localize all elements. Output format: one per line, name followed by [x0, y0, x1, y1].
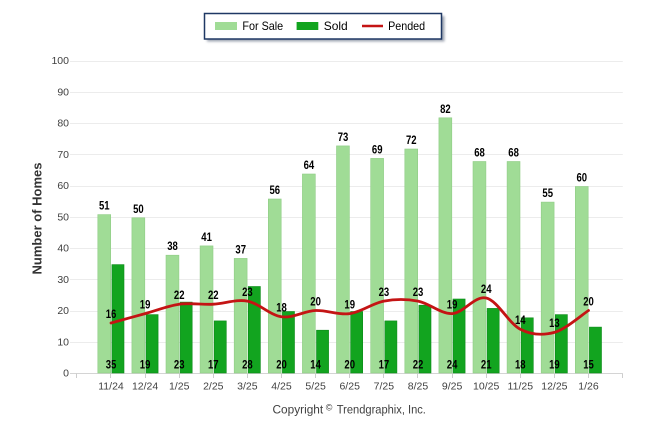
svg-text:22: 22 [413, 360, 424, 372]
svg-text:37: 37 [235, 244, 246, 256]
svg-text:68: 68 [508, 148, 519, 160]
svg-text:19: 19 [344, 299, 355, 311]
svg-text:40: 40 [57, 243, 69, 255]
svg-text:35: 35 [106, 360, 117, 372]
svg-text:60: 60 [57, 180, 69, 192]
svg-text:20: 20 [276, 360, 287, 372]
svg-text:9/25: 9/25 [442, 381, 463, 393]
svg-text:20: 20 [344, 360, 355, 372]
svg-text:23: 23 [174, 360, 185, 372]
svg-text:17: 17 [379, 360, 390, 372]
svg-text:24: 24 [481, 284, 492, 296]
svg-text:68: 68 [474, 148, 485, 160]
svg-text:22: 22 [208, 290, 219, 302]
svg-text:56: 56 [270, 185, 281, 197]
svg-text:28: 28 [242, 360, 253, 372]
svg-text:23: 23 [413, 287, 424, 299]
svg-text:24: 24 [447, 360, 458, 372]
svg-text:7/25: 7/25 [374, 381, 395, 393]
svg-text:12/25: 12/25 [541, 381, 567, 393]
svg-text:Trendgraphix, Inc.: Trendgraphix, Inc. [337, 402, 426, 416]
svg-text:80: 80 [57, 118, 69, 130]
svg-text:23: 23 [242, 287, 253, 299]
svg-text:90: 90 [57, 87, 69, 99]
svg-text:14: 14 [515, 315, 526, 327]
svg-text:64: 64 [304, 160, 315, 172]
svg-text:73: 73 [338, 132, 349, 144]
svg-text:15: 15 [583, 360, 594, 372]
svg-text:18: 18 [515, 360, 526, 372]
svg-text:5/25: 5/25 [305, 381, 326, 393]
svg-text:3/25: 3/25 [237, 381, 258, 393]
svg-text:23: 23 [379, 287, 390, 299]
svg-text:11/25: 11/25 [508, 381, 534, 393]
svg-text:30: 30 [57, 274, 69, 286]
svg-text:19: 19 [447, 299, 458, 311]
svg-text:4/25: 4/25 [271, 381, 292, 393]
svg-text:Number of Homes: Number of Homes [30, 163, 45, 275]
svg-text:0: 0 [63, 368, 69, 380]
svg-text:100: 100 [51, 55, 69, 67]
svg-text:19: 19 [140, 360, 151, 372]
svg-text:14: 14 [310, 360, 321, 372]
svg-text:60: 60 [577, 173, 588, 185]
svg-text:70: 70 [57, 149, 69, 161]
svg-text:19: 19 [549, 360, 560, 372]
svg-text:55: 55 [542, 188, 553, 200]
svg-text:For Sale: For Sale [242, 20, 283, 33]
svg-text:19: 19 [140, 299, 151, 311]
svg-text:1/25: 1/25 [169, 381, 190, 393]
svg-text:72: 72 [406, 135, 417, 147]
svg-text:1/26: 1/26 [578, 381, 599, 393]
svg-text:10/25: 10/25 [473, 381, 499, 393]
svg-text:Sold: Sold [324, 19, 348, 33]
svg-text:10: 10 [57, 336, 69, 348]
svg-text:38: 38 [167, 241, 178, 253]
svg-text:69: 69 [372, 144, 383, 156]
svg-text:50: 50 [57, 211, 69, 223]
svg-text:22: 22 [174, 290, 185, 302]
svg-text:17: 17 [208, 360, 219, 372]
svg-text:12/24: 12/24 [132, 381, 158, 393]
svg-text:20: 20 [583, 296, 594, 308]
svg-text:16: 16 [106, 309, 117, 321]
svg-text:Copyright: Copyright [273, 402, 324, 416]
svg-text:51: 51 [99, 201, 110, 213]
svg-text:Pended: Pended [388, 20, 425, 33]
svg-text:11/24: 11/24 [98, 381, 124, 393]
svg-text:©: © [326, 403, 333, 413]
svg-text:2/25: 2/25 [203, 381, 224, 393]
svg-text:18: 18 [276, 303, 287, 315]
svg-text:21: 21 [481, 360, 492, 372]
svg-text:41: 41 [201, 232, 212, 244]
svg-text:6/25: 6/25 [339, 381, 360, 393]
svg-text:82: 82 [440, 104, 451, 116]
svg-text:20: 20 [310, 296, 321, 308]
svg-text:20: 20 [57, 305, 69, 317]
svg-text:50: 50 [133, 204, 144, 216]
svg-text:13: 13 [549, 318, 560, 330]
svg-text:8/25: 8/25 [408, 381, 429, 393]
